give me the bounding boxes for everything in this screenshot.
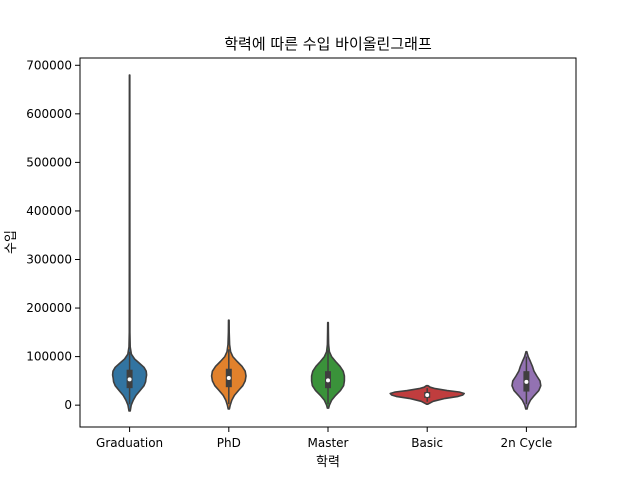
x-tick-label: Basic [411,436,443,450]
y-tick-label: 500000 [26,155,72,169]
y-axis-ticks: 0 100000 200000 300000 400000 500000 600000 700… [26,58,80,412]
y-tick-label: 400000 [26,204,72,218]
violin-median-point [326,378,330,383]
x-axis-title: 학력 [316,455,340,470]
y-tick-label: 0 [64,398,72,412]
x-tick-label: Master [308,436,349,450]
y-tick-label: 200000 [26,301,72,315]
violin-median-point [226,375,231,380]
violins-group [111,74,542,412]
violin-body [111,74,148,412]
plot-frame [79,57,577,428]
y-tick-label: 600000 [26,107,72,121]
violin-median-point [425,392,430,397]
x-tick-label: Graduation [96,436,163,450]
y-axis-title: 수입 [4,230,19,254]
violin-median-point [524,379,529,384]
y-tick-label: 300000 [26,252,72,266]
y-tick-label: 700000 [26,58,72,72]
x-tick-label: 2n Cycle [500,436,552,450]
y-tick-label: 100000 [26,350,72,364]
violin-median-point [127,377,132,382]
chart-title: 학력에 따른 수입 바이올린그래프 [224,35,432,53]
x-axis-ticks: Graduation PhD Master Basic 2n Cycle [96,427,552,450]
x-tick-label: PhD [217,436,241,450]
